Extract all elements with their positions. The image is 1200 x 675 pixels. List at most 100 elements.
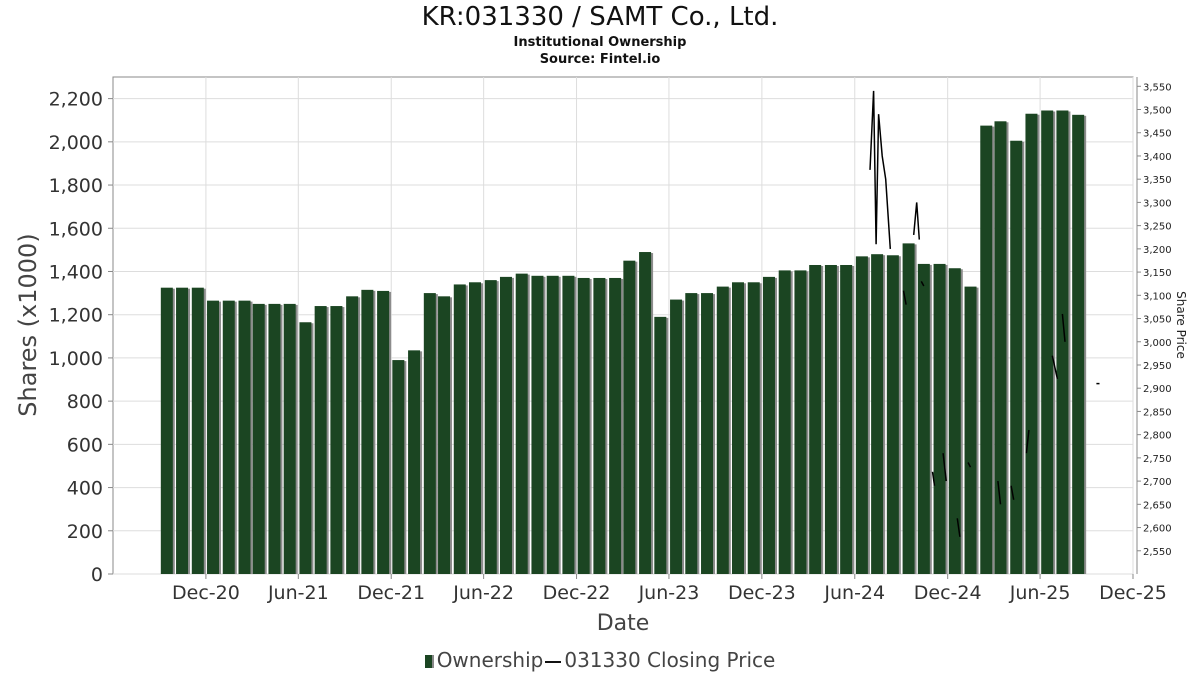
y2-tick-label: 2,700 bbox=[1143, 477, 1172, 488]
x-tick-label: Jun-25 bbox=[1009, 582, 1071, 604]
y2-tick-label: 3,550 bbox=[1143, 82, 1172, 93]
y-tick-label: 400 bbox=[67, 478, 103, 500]
ownership-bar bbox=[685, 293, 698, 574]
ownership-bar bbox=[499, 276, 512, 574]
price-line-segment bbox=[869, 90, 892, 249]
ownership-bar bbox=[438, 296, 451, 574]
ownership-bar bbox=[933, 263, 946, 574]
price-line-segment bbox=[1061, 313, 1066, 342]
ownership-bar bbox=[330, 306, 343, 574]
ownership-bar bbox=[453, 284, 466, 574]
price-line bbox=[869, 90, 1100, 537]
y-tick-label: 800 bbox=[67, 391, 103, 413]
ownership-bar bbox=[531, 275, 544, 574]
ownership-bar bbox=[762, 276, 775, 574]
y-tick-label: 200 bbox=[67, 521, 103, 543]
ownership-bar bbox=[469, 282, 482, 574]
ownership-bars bbox=[160, 110, 1087, 575]
x-tick-label: Dec-20 bbox=[172, 582, 240, 604]
ownership-bar bbox=[176, 287, 189, 574]
y2-tick-label: 3,000 bbox=[1143, 338, 1172, 349]
y2-tick-label: 2,950 bbox=[1143, 361, 1172, 372]
y2-tick-label: 3,100 bbox=[1143, 291, 1172, 302]
y-tick-label: 600 bbox=[67, 434, 103, 456]
y2-tick-label: 3,200 bbox=[1143, 245, 1172, 256]
y-axis: 0 200 400 600 800 1,000 1,200 1,400 1,600 1,800 2,… bbox=[49, 89, 113, 586]
y2-axis-label: Share Price bbox=[1174, 291, 1188, 359]
y2-tick-label: 3,350 bbox=[1143, 175, 1172, 186]
ownership-bar bbox=[731, 282, 744, 574]
ownership-bar bbox=[609, 277, 622, 574]
ownership-bar bbox=[314, 306, 327, 574]
ownership-bar bbox=[160, 287, 173, 574]
ownership-bar bbox=[377, 290, 390, 574]
y-tick-label: 2,200 bbox=[49, 89, 103, 111]
ownership-bar bbox=[917, 263, 930, 574]
ownership-bar bbox=[886, 255, 899, 575]
y-tick-label: 1,000 bbox=[49, 348, 103, 370]
price-line-segment bbox=[967, 462, 972, 468]
y2-tick-label: 2,750 bbox=[1143, 454, 1172, 465]
ownership-bar bbox=[1056, 110, 1069, 575]
ownership-bar bbox=[191, 287, 204, 574]
chart-subtitle: Institutional Ownership bbox=[513, 35, 687, 50]
ownership-bar bbox=[623, 260, 636, 574]
ownership-bar bbox=[639, 252, 652, 574]
price-line-segment bbox=[1051, 355, 1059, 380]
price-line-segment bbox=[942, 453, 947, 482]
ownership-bar bbox=[964, 286, 977, 574]
ownership-bar bbox=[809, 264, 822, 574]
x-tick-label: Jun-24 bbox=[823, 582, 885, 604]
ownership-bar bbox=[252, 303, 265, 574]
ownership-bar bbox=[268, 303, 281, 574]
ownership-bar bbox=[299, 322, 312, 574]
y2-tick-label: 2,550 bbox=[1143, 547, 1172, 558]
x-axis: Dec-20 Jun-21 Dec-21 Jun-22 Dec-22 Jun-23 Dec-… bbox=[172, 574, 1167, 604]
y-tick-label: 1,800 bbox=[49, 175, 103, 197]
ownership-bar bbox=[855, 256, 868, 574]
ownership-bar bbox=[283, 303, 296, 574]
ownership-bar bbox=[361, 289, 374, 574]
ownership-bar bbox=[794, 270, 807, 574]
ownership-bar bbox=[546, 275, 559, 574]
ownership-bar bbox=[1010, 140, 1023, 574]
ownership-bar bbox=[392, 360, 405, 574]
price-line-segment bbox=[902, 290, 907, 305]
chart-legend: Ownership 031330 Closing Price bbox=[0, 648, 1200, 672]
ownership-bar bbox=[562, 275, 575, 574]
y-tick-label: 0 bbox=[91, 564, 103, 586]
price-line-segment bbox=[920, 281, 925, 287]
x-tick-label: Dec-22 bbox=[543, 582, 611, 604]
ownership-bar bbox=[423, 293, 436, 574]
y2-tick-label: 3,400 bbox=[1143, 152, 1172, 163]
ownership-bar bbox=[238, 300, 251, 574]
price-line-segment bbox=[931, 471, 936, 486]
x-axis-label: Date bbox=[597, 611, 650, 636]
x-tick-label: Jun-23 bbox=[638, 582, 700, 604]
ownership-bar bbox=[484, 280, 497, 574]
ownership-bar bbox=[593, 277, 606, 574]
x-tick-label: Dec-24 bbox=[914, 582, 982, 604]
price-line-segment bbox=[1010, 485, 1015, 500]
price-line-segment bbox=[912, 202, 921, 240]
legend-price-label: 031330 Closing Price bbox=[564, 648, 776, 672]
y2-tick-label: 2,850 bbox=[1143, 407, 1172, 418]
price-line-segment bbox=[956, 518, 961, 537]
y-tick-label: 2,000 bbox=[49, 132, 103, 154]
x-tick-label: Jun-21 bbox=[267, 582, 329, 604]
price-line-segment bbox=[997, 481, 1002, 505]
price-line-segment bbox=[1025, 429, 1030, 454]
ownership-bar bbox=[778, 270, 791, 574]
y2-tick-label: 3,300 bbox=[1143, 198, 1172, 209]
y2-tick-label: 3,150 bbox=[1143, 268, 1172, 279]
ownership-bar bbox=[1072, 114, 1085, 574]
y-tick-label: 1,200 bbox=[49, 305, 103, 327]
chart-source: Source: Fintel.io bbox=[539, 52, 661, 67]
ownership-bar bbox=[577, 277, 590, 574]
ownership-bar bbox=[1025, 113, 1038, 575]
ownership-bar bbox=[871, 254, 884, 575]
y2-tick-label: 3,250 bbox=[1143, 222, 1172, 233]
x-tick-label: Jun-22 bbox=[452, 582, 514, 604]
y2-tick-label: 2,800 bbox=[1143, 431, 1172, 442]
